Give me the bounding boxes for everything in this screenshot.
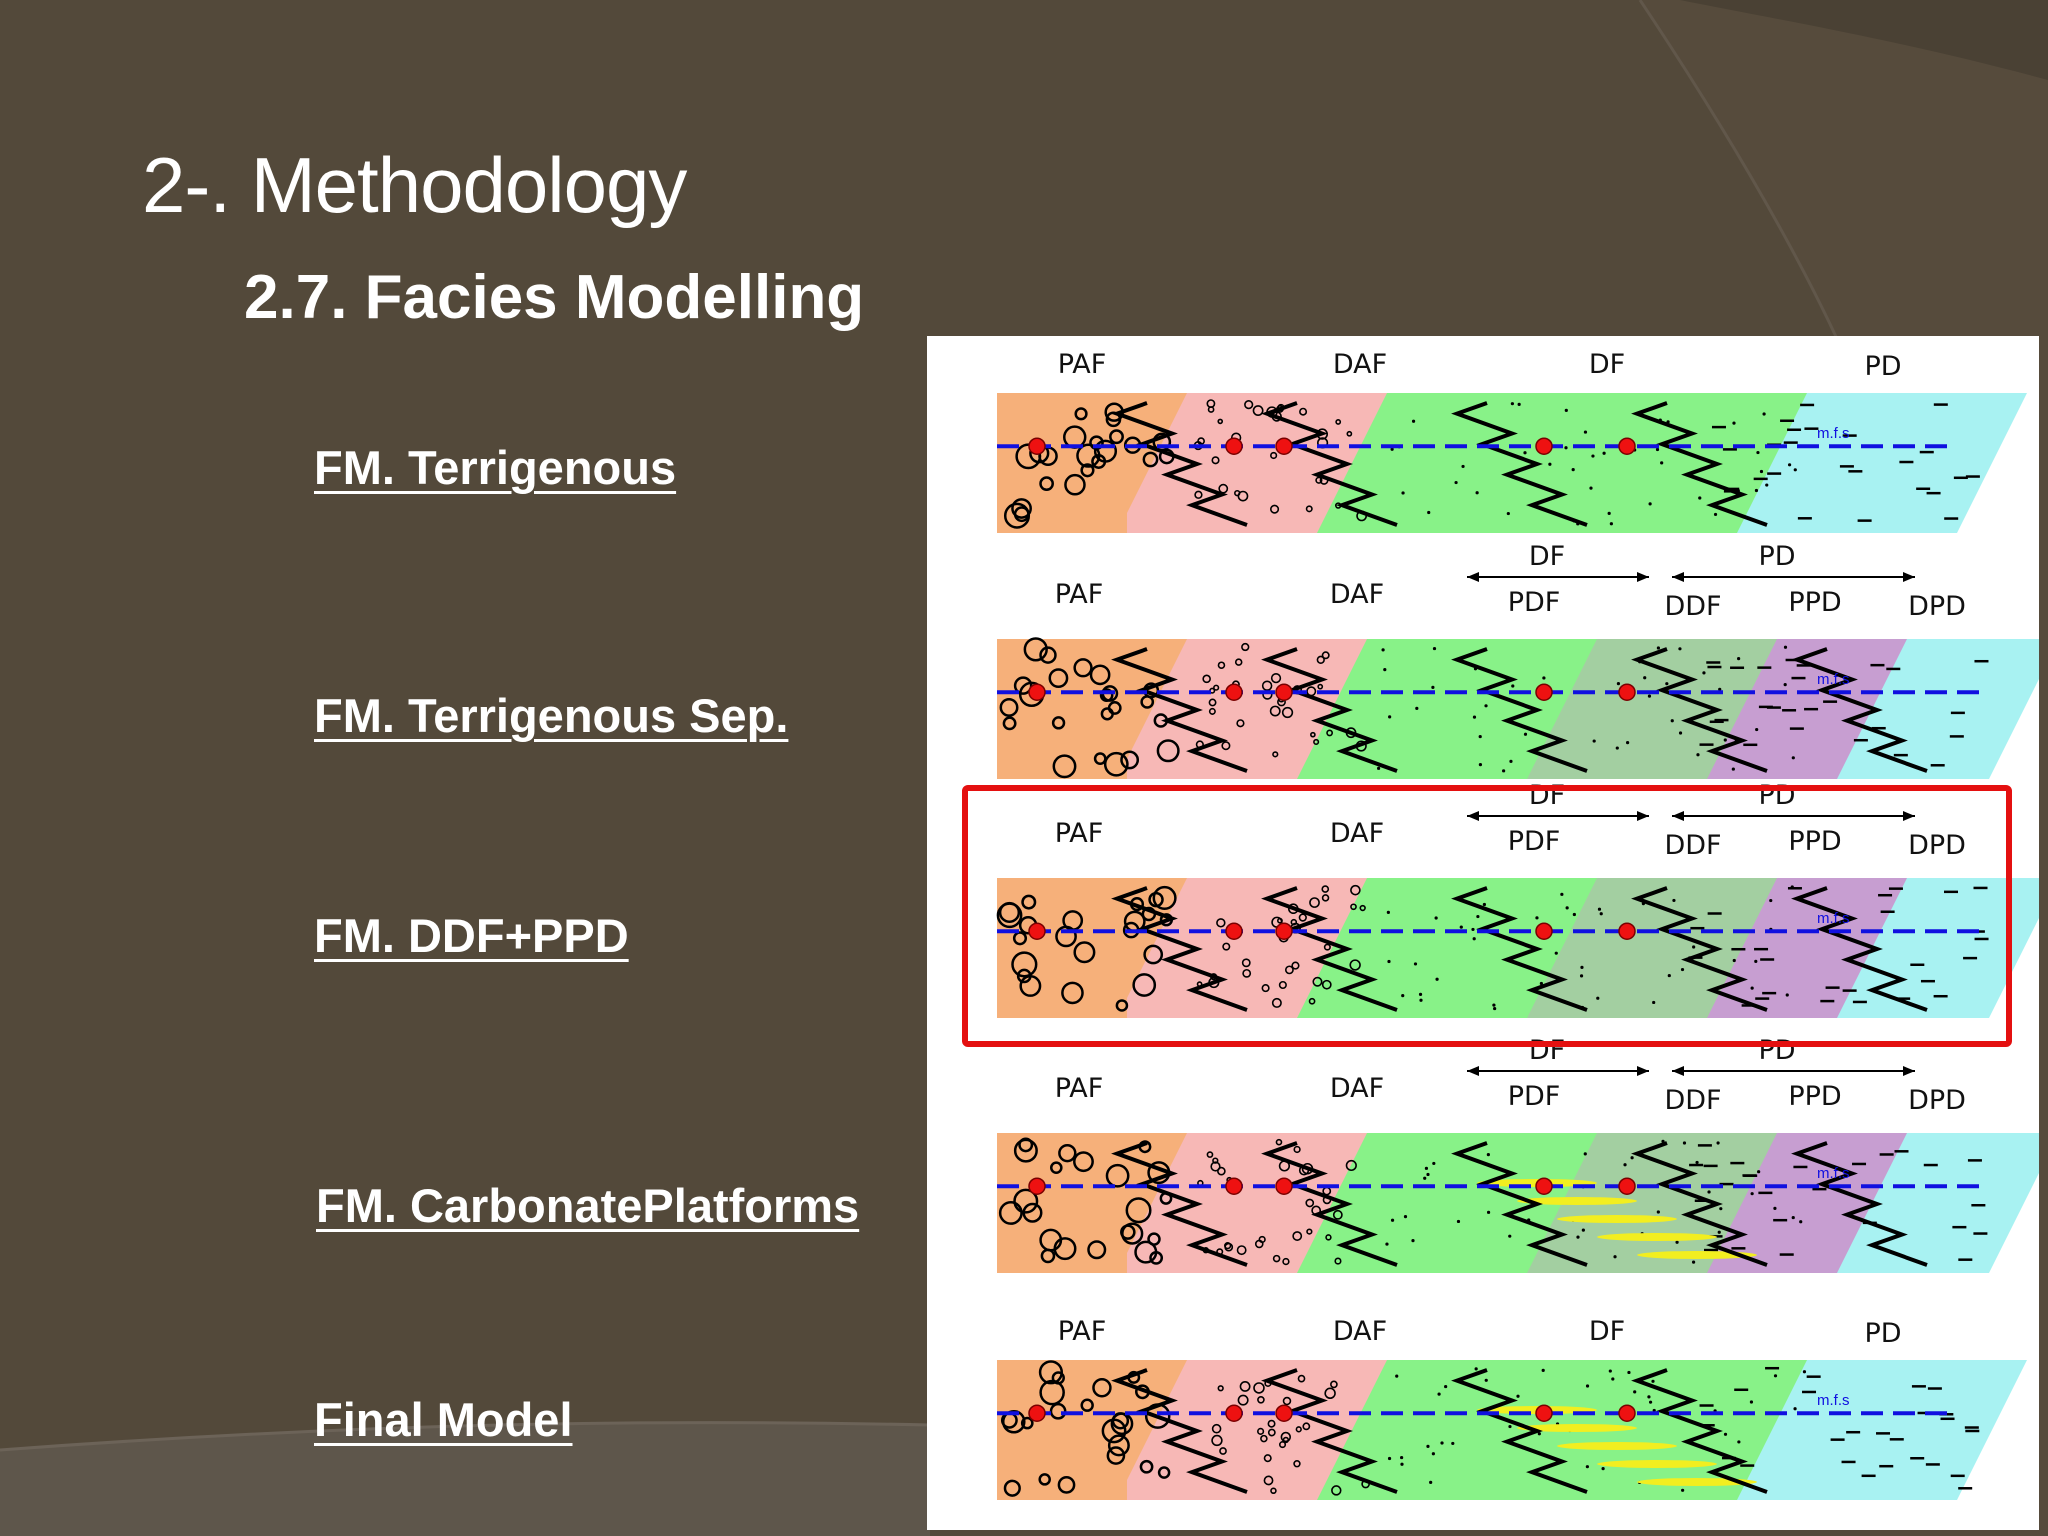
carbonate-lens <box>1597 1460 1717 1468</box>
carbonate-lens <box>1637 1478 1757 1486</box>
label-ddf: DDF <box>1664 1085 1721 1116</box>
boundary-marker <box>1275 922 1293 940</box>
boundary-marker <box>1275 1177 1293 1195</box>
label-paf: PAF <box>1055 1073 1104 1104</box>
facies-model-panel: m.f.s PAF DAF DF PD m.f.s PAF DAF DF PD PDF DDF PPD D… <box>927 336 2039 1530</box>
boundary-marker <box>1535 1177 1553 1195</box>
carbonate-lens <box>1597 1233 1717 1241</box>
boundary-marker <box>1028 922 1046 940</box>
mfs-label: m.f.s <box>1817 425 1850 442</box>
facies-diagram-5: m.f.s PAF DAF DF PD <box>997 1316 2027 1500</box>
facies-diagrams: m.f.s PAF DAF DF PD m.f.s PAF DAF DF PD PDF DDF PPD D… <box>962 349 2039 1500</box>
label-daf: DAF <box>1330 818 1384 849</box>
boundary-marker <box>1028 683 1046 701</box>
link-final-model[interactable]: Final Model <box>314 1393 573 1446</box>
boundary-marker <box>1618 437 1636 455</box>
carbonate-lens <box>1557 1442 1677 1450</box>
boundary-marker <box>1225 922 1243 940</box>
facies-diagram-1: m.f.s PAF DAF DF PD <box>997 349 2027 533</box>
carbonate-lens <box>1637 1251 1757 1259</box>
boundary-marker <box>1225 683 1243 701</box>
label-df: DF <box>1529 780 1565 811</box>
boundary-marker <box>1028 437 1046 455</box>
label-daf: DAF <box>1333 349 1387 380</box>
pd-zone <box>1737 1360 2027 1500</box>
boundary-marker <box>1028 1177 1046 1195</box>
label-ddf: DDF <box>1664 591 1721 622</box>
link-fm-carbonate-platforms[interactable]: FM. CarbonatePlatforms <box>316 1179 860 1232</box>
facies-diagram-2: m.f.s PAF DAF DF PD PDF DDF PPD DPD <box>997 541 2039 779</box>
facies-diagram-3: m.f.s PAF DAF DF PD PDF DDF PPD DPD <box>996 780 2039 1018</box>
label-paf: PAF <box>1055 818 1104 849</box>
link-fm-terrigenous[interactable]: FM. Terrigenous <box>314 441 677 494</box>
boundary-marker <box>1275 683 1293 701</box>
slide-title: 2-. Methodology <box>142 141 687 229</box>
label-df: DF <box>1589 349 1625 380</box>
boundary-marker <box>1618 1404 1636 1422</box>
mfs-label: m.f.s <box>1817 910 1850 927</box>
label-pd: PD <box>1864 351 1901 382</box>
boundary-marker <box>1225 1404 1243 1422</box>
label-pd: PD <box>1758 780 1795 811</box>
carbonate-lens <box>1557 1215 1677 1223</box>
label-dpd: DPD <box>1908 830 1966 861</box>
facies-diagram-4: m.f.s PAF DAF DF PD PDF DDF PPD DPD <box>997 1035 2039 1273</box>
label-pd: PD <box>1758 541 1795 572</box>
highlight-frame <box>962 785 2012 1047</box>
boundary-marker <box>1275 1404 1293 1422</box>
label-daf: DAF <box>1330 1073 1384 1104</box>
label-df: DF <box>1529 541 1565 572</box>
label-dpd: DPD <box>1908 591 1966 622</box>
label-df: DF <box>1589 1316 1625 1347</box>
boundary-marker <box>1535 437 1553 455</box>
link-fm-terrigenous-sep[interactable]: FM. Terrigenous Sep. <box>314 689 789 742</box>
label-pd: PD <box>1864 1318 1901 1349</box>
label-pdf: PDF <box>1508 826 1561 857</box>
carbonate-lens <box>1517 1197 1637 1205</box>
label-df: DF <box>1529 1035 1565 1066</box>
label-daf: DAF <box>1333 1316 1387 1347</box>
section-subtitle: 2.7. Facies Modelling <box>244 263 865 332</box>
label-pdf: PDF <box>1508 1081 1561 1112</box>
mfs-label: m.f.s <box>1817 1392 1850 1409</box>
label-paf: PAF <box>1058 349 1107 380</box>
label-paf: PAF <box>1058 1316 1107 1347</box>
link-fm-ddf-ppd[interactable]: FM. DDF+PPD <box>314 909 629 962</box>
label-paf: PAF <box>1055 579 1104 610</box>
label-ppd: PPD <box>1788 587 1841 618</box>
label-pdf: PDF <box>1508 587 1561 618</box>
boundary-marker <box>1225 437 1243 455</box>
label-ppd: PPD <box>1788 826 1841 857</box>
label-dpd: DPD <box>1908 1085 1966 1116</box>
label-pd: PD <box>1758 1035 1795 1066</box>
boundary-marker <box>1618 1177 1636 1195</box>
label-ddf: DDF <box>1664 830 1721 861</box>
label-daf: DAF <box>1330 579 1384 610</box>
boundary-marker <box>1275 437 1293 455</box>
boundary-marker <box>1535 1404 1553 1422</box>
label-ppd: PPD <box>1788 1081 1841 1112</box>
mfs-label: m.f.s <box>1817 671 1850 688</box>
boundary-marker <box>1225 1177 1243 1195</box>
carbonate-lens <box>1517 1424 1637 1432</box>
mfs-label: m.f.s <box>1817 1165 1850 1182</box>
boundary-marker <box>1618 922 1636 940</box>
boundary-marker <box>1618 683 1636 701</box>
boundary-marker <box>1028 1404 1046 1422</box>
boundary-marker <box>1535 683 1553 701</box>
boundary-marker <box>1535 922 1553 940</box>
